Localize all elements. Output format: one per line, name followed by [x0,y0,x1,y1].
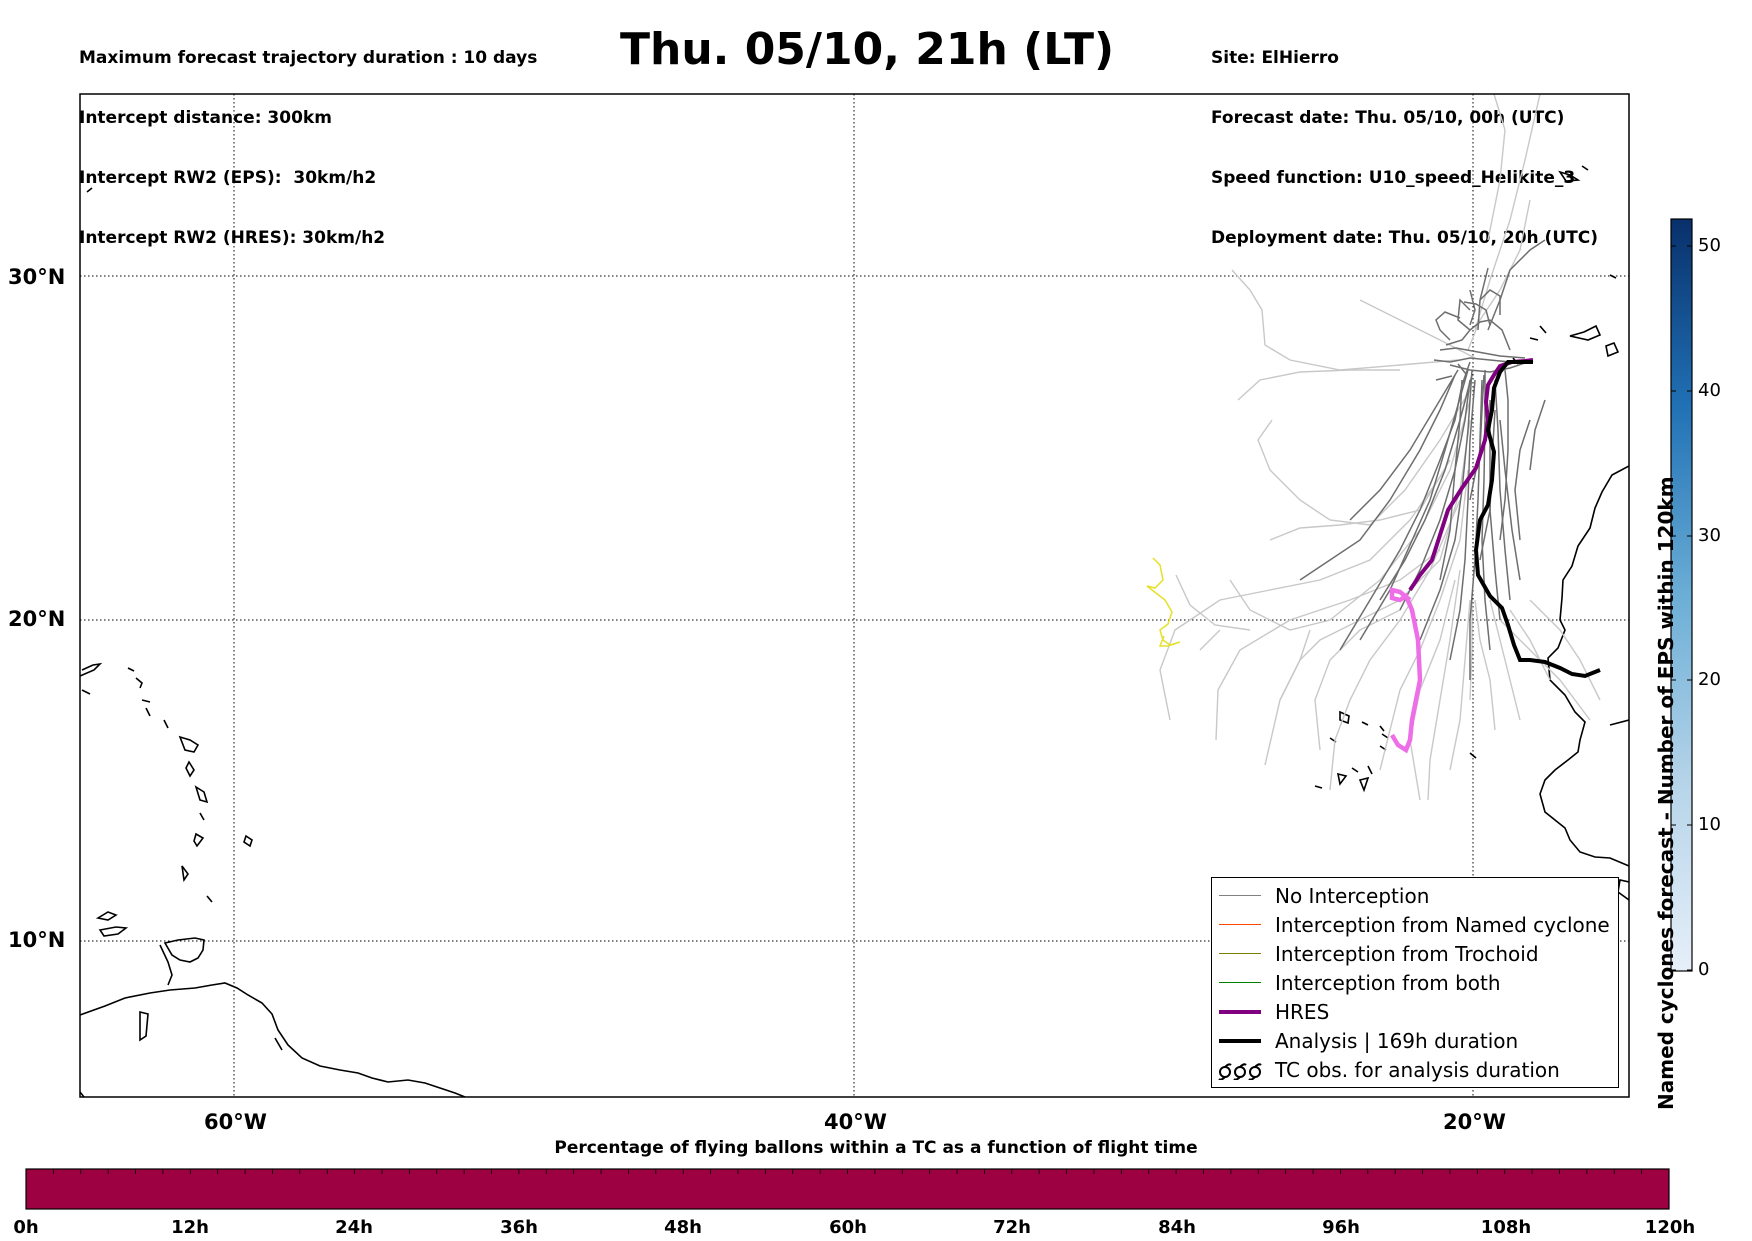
colorbar-tick: 20 [1698,669,1721,690]
legend-item-no-interception: No Interception [1212,881,1618,910]
legend-label: Analysis | 169h duration [1275,1029,1519,1053]
map-legend: No Interception Interception from Named … [1211,877,1619,1088]
page-title: Thu. 05/10, 21h (LT) [620,24,1115,75]
flight-time-tick: 72h [993,1217,1031,1238]
legend-swatch [1219,982,1261,983]
map-gridlines [80,94,1629,1097]
cyclone-count-colorbar [1670,218,1693,972]
flight-time-tick: 96h [1322,1217,1360,1238]
legend-label: Interception from Trochoid [1275,942,1539,966]
legend-swatch [1219,895,1261,896]
flight-time-tick: 24h [335,1217,373,1238]
legend-label: TC obs. for analysis duration [1275,1058,1560,1082]
lon-label-40w: 40°W [824,1110,887,1134]
legend-label: No Interception [1275,884,1430,908]
header-right-line: Speed function: U10_speed_Helikite_3 [1211,168,1576,188]
trochoid-trajectory [1146,557,1181,647]
legend-item-analysis: Analysis | 169h duration [1212,1026,1618,1055]
map-frame [79,93,1630,1098]
colorbar-tick: 40 [1698,380,1721,401]
lon-label-60w: 60°W [204,1110,267,1134]
header-left-line: Intercept RW2 (HRES): 30km/h2 [79,228,386,248]
flight-time-tick: 60h [829,1217,867,1238]
colorbar-tick: 0 [1698,959,1710,980]
legend-swatch [1219,1010,1261,1014]
colorbar-tick: 50 [1698,235,1721,256]
analysis-trajectory [1473,360,1601,679]
flight-time-tick: 12h [171,1217,209,1238]
flight-time-tick: 0h [13,1217,39,1238]
colorbar-label: Named cyclones forecast - Number of EPS … [1654,476,1678,1110]
lon-label-20w: 20°W [1443,1110,1506,1134]
header-right-line: Forecast date: Thu. 05/10, 00h (UTC) [1211,108,1565,128]
flight-time-tick: 120h [1644,1217,1696,1238]
legend-swatch [1219,1039,1261,1043]
legend-swatch [1219,924,1261,925]
hres-trajectory [1408,358,1534,592]
legend-label: HRES [1275,1000,1330,1024]
header-left-line: Intercept distance: 300km [79,108,332,128]
header-right-info: Site: ElHierro Forecast date: Thu. 05/10… [1211,8,1598,268]
legend-item-both: Interception from both [1212,968,1618,997]
flight-time-tick: 48h [664,1217,702,1238]
pink-trajectory [1389,587,1423,754]
flight-time-tick: 84h [1158,1217,1196,1238]
header-right-line: Deployment date: Thu. 05/10, 20h (UTC) [1211,228,1598,248]
header-right-line: Site: ElHierro [1211,48,1339,68]
legend-item-hres: HRES [1212,997,1618,1026]
lat-label-30n: 30°N [8,265,66,289]
lat-label-20n: 20°N [8,607,66,631]
cyclone-symbols-icon [1218,1063,1262,1080]
flight-time-bar [25,1168,1670,1210]
header-left-line: Maximum forecast trajectory duration : 1… [79,48,538,68]
legend-label: Interception from both [1275,971,1501,995]
legend-item-trochoid: Interception from Trochoid [1212,939,1618,968]
eps-trajectories-no-interception [1299,239,1546,680]
legend-item-named-cyclone: Interception from Named cyclone [1212,910,1618,939]
legend-label: Interception from Named cyclone [1275,913,1610,937]
colorbar-tick: 30 [1698,525,1721,546]
flight-time-bar-title: Percentage of flying ballons within a TC… [554,1138,1198,1158]
lat-label-10n: 10°N [8,928,66,952]
colorbar-tick: 10 [1698,814,1721,835]
eps-trajectories-light [1159,94,1601,801]
header-left-line: Intercept RW2 (EPS): 30km/h2 [79,168,377,188]
legend-swatch [1219,953,1261,954]
flight-time-tick: 108h [1480,1217,1532,1238]
flight-time-tick: 36h [500,1217,538,1238]
legend-item-tc-obs: TC obs. for analysis duration [1212,1055,1618,1084]
header-left-info: Maximum forecast trajectory duration : 1… [79,8,537,268]
